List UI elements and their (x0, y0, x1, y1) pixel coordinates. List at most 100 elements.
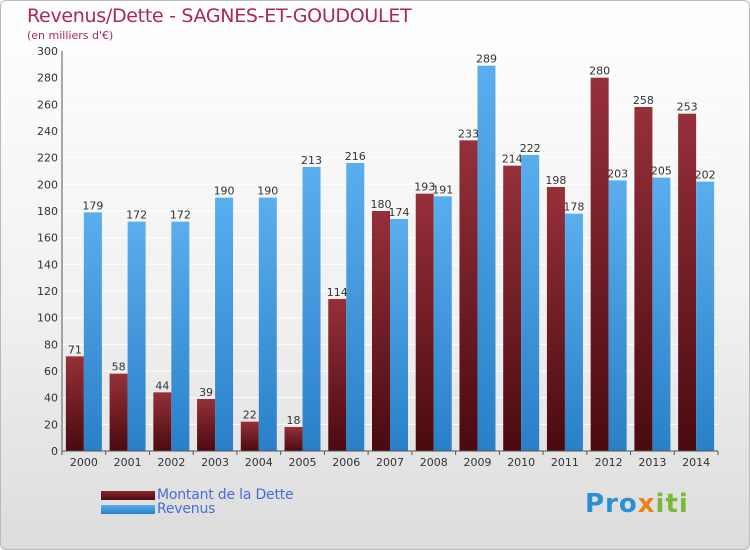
legend-swatch-debt (101, 491, 155, 500)
value-label-revenue: 216 (345, 150, 366, 163)
value-label-revenue: 179 (82, 199, 103, 212)
bar-debt (415, 193, 434, 451)
proxiti-logo: Proxiti (585, 489, 689, 519)
bar-revenue (390, 219, 408, 451)
bar-debt (459, 140, 478, 452)
value-label-debt: 280 (589, 65, 610, 78)
y-tick-label: 140 (37, 258, 58, 271)
y-tick-label: 0 (51, 445, 58, 458)
x-tick-label: 2001 (114, 456, 142, 469)
y-tick-label: 200 (37, 178, 58, 191)
bar-debt (284, 427, 303, 451)
bar-revenue (258, 197, 277, 451)
value-label-debt: 258 (633, 94, 654, 107)
value-label-debt: 193 (414, 181, 435, 194)
x-tick-label: 2000 (70, 456, 98, 469)
bar-revenue (215, 197, 234, 451)
bar-revenue (652, 177, 671, 451)
bar-revenue (433, 196, 452, 451)
legend-swatch-revenue (101, 505, 155, 514)
bars (65, 65, 715, 452)
bar-debt (590, 77, 609, 452)
value-label-debt: 233 (458, 127, 479, 140)
legend-label-revenue: Revenus (157, 501, 216, 517)
x-tick-label: 2010 (507, 456, 535, 469)
y-tick-label: 40 (44, 392, 58, 405)
x-tick-label: 2012 (595, 456, 623, 469)
x-tick-label: 2009 (463, 456, 491, 469)
value-label-revenue: 172 (126, 209, 147, 222)
y-tick-label: 20 (44, 418, 58, 431)
x-tick-label: 2013 (638, 456, 666, 469)
x-tick-label: 2008 (420, 456, 448, 469)
x-tick-label: 2014 (682, 456, 710, 469)
chart-subtitle: (en milliers d'€) (27, 29, 114, 42)
value-label-revenue: 191 (432, 183, 453, 196)
bar-revenue (346, 163, 365, 451)
value-label-revenue: 172 (170, 209, 191, 222)
y-tick-label: 60 (44, 365, 58, 378)
value-label-revenue: 202 (695, 169, 716, 182)
value-label-debt: 58 (112, 361, 126, 374)
y-tick-label: 240 (37, 125, 58, 138)
chart-title: Revenus/Dette - SAGNES-ET-GOUDOULET (27, 5, 412, 27)
bar-revenue (696, 181, 715, 451)
x-tick-label: 2004 (245, 456, 273, 469)
y-tick-label: 280 (37, 72, 58, 85)
bar-revenue (171, 221, 190, 451)
y-tick-label: 120 (37, 285, 58, 298)
value-label-revenue: 289 (476, 53, 497, 66)
y-tick-label: 160 (37, 232, 58, 245)
value-label-revenue: 178 (563, 201, 584, 214)
value-label-debt: 114 (327, 286, 348, 299)
x-tick-label: 2011 (551, 456, 579, 469)
value-label-debt: 44 (155, 379, 169, 392)
x-tick-label: 2002 (157, 456, 185, 469)
x-tick-label: 2003 (201, 456, 229, 469)
value-label-revenue: 205 (651, 165, 672, 178)
value-label-revenue: 190 (214, 185, 235, 198)
bar-revenue (521, 155, 540, 451)
bar-revenue (302, 167, 321, 451)
bar-revenue (127, 221, 146, 451)
bar-debt (153, 392, 172, 451)
bar-debt (197, 399, 216, 451)
bar-revenue (477, 65, 496, 452)
value-label-revenue: 222 (520, 142, 541, 155)
bar-debt (65, 356, 84, 451)
value-label-debt: 18 (287, 414, 301, 427)
y-tick-label: 220 (37, 152, 58, 165)
value-label-debt: 71 (68, 343, 82, 356)
value-label-debt: 198 (545, 174, 566, 187)
bar-debt (634, 107, 653, 451)
x-tick-label: 2005 (289, 456, 317, 469)
y-tick-label: 260 (37, 98, 58, 111)
bar-debt (678, 113, 697, 452)
bar-debt (503, 165, 522, 451)
y-tick-label: 100 (37, 312, 58, 325)
value-label-debt: 39 (199, 386, 213, 399)
y-tick-label: 300 (37, 45, 58, 58)
value-label-revenue: 203 (607, 167, 628, 180)
bar-revenue (83, 212, 102, 451)
x-tick-label: 2006 (332, 456, 360, 469)
bar-debt (372, 211, 390, 451)
value-label-revenue: 174 (389, 206, 410, 219)
value-label-revenue: 213 (301, 154, 322, 167)
y-tick-label: 80 (44, 338, 58, 351)
bar-debt (240, 421, 259, 451)
value-label-debt: 180 (371, 198, 392, 211)
bar-debt (328, 299, 347, 451)
value-label-debt: 253 (677, 101, 698, 114)
y-tick-label: 180 (37, 205, 58, 218)
value-label-revenue: 190 (257, 185, 278, 198)
x-tick-label: 2007 (376, 456, 404, 469)
value-label-debt: 214 (502, 153, 523, 166)
bar-debt (109, 373, 128, 451)
value-label-debt: 22 (243, 409, 257, 422)
axes: 0 20 40 60 80 100 120 140 160 180 200 220 240 260 280 3… (37, 45, 719, 469)
bar-revenue (608, 180, 627, 452)
bar-debt (546, 187, 565, 451)
